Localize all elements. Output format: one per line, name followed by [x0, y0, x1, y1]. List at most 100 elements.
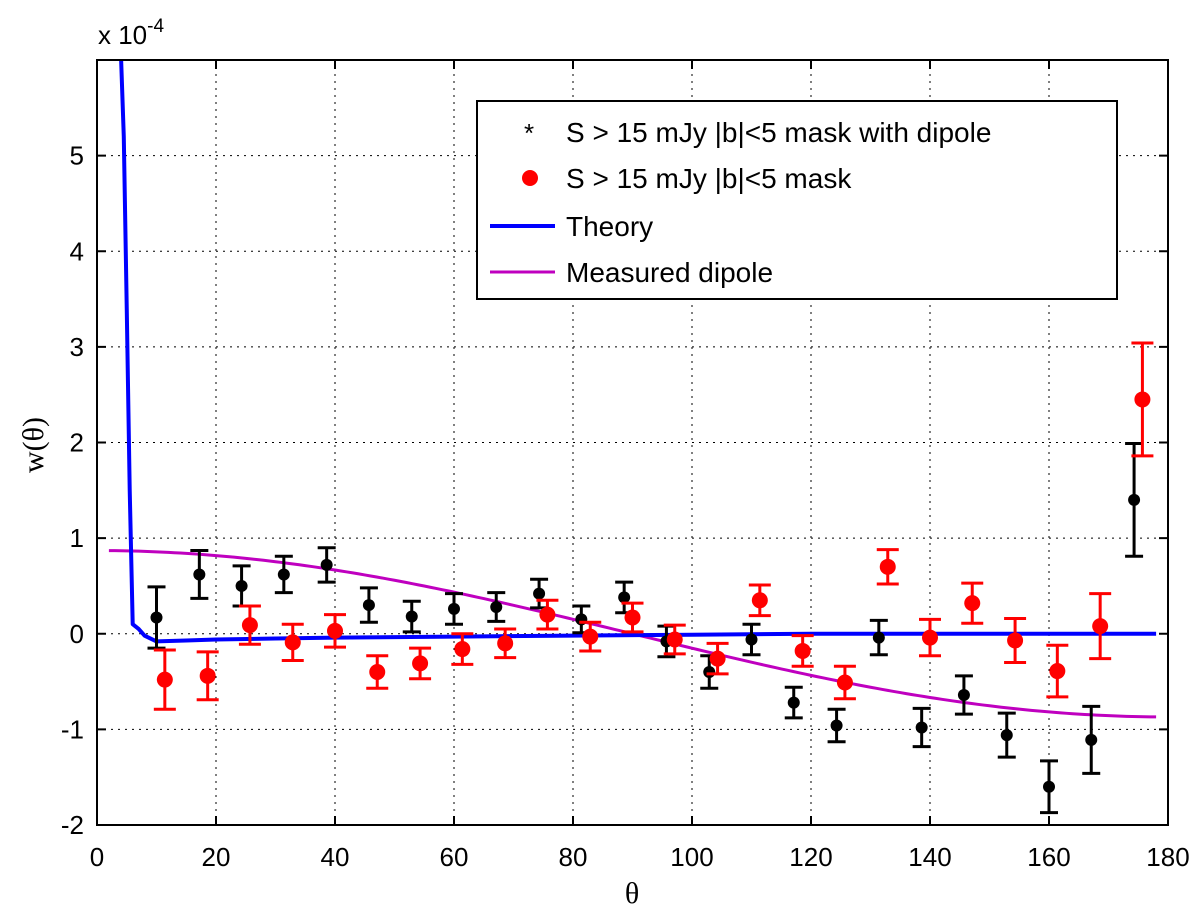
- black-marker: [448, 602, 460, 615]
- red-point: [919, 617, 941, 658]
- black-point: [402, 599, 421, 634]
- black-marker: [150, 611, 163, 624]
- black-marker: [618, 591, 631, 604]
- x-tick-label: 160: [1027, 842, 1070, 872]
- black-marker: [915, 721, 928, 734]
- y-tick-label: -2: [61, 810, 84, 840]
- red-marker: [1092, 618, 1109, 635]
- black-point: [1040, 759, 1058, 815]
- black-marker: [490, 600, 503, 613]
- red-marker: [454, 641, 471, 658]
- black-point: [1082, 704, 1101, 775]
- red-marker: [241, 617, 258, 634]
- legend-entry-with-dipole: * S > 15 mJy |b|<5 mask with dipole: [524, 117, 991, 148]
- black-point: [912, 706, 931, 749]
- red-marker: [666, 631, 683, 648]
- black-point: [827, 707, 846, 744]
- black-marker: [787, 696, 800, 709]
- y-exponent-base: x 10: [98, 20, 147, 50]
- black-point: [190, 549, 209, 600]
- legend-label-dipole: Measured dipole: [566, 257, 773, 288]
- plot-frame: [96, 59, 1169, 826]
- red-marker: [327, 622, 343, 639]
- y-exponent: x 10-4: [98, 16, 164, 50]
- red-point: [409, 646, 432, 681]
- red-marker: [751, 592, 768, 609]
- black-point: [232, 564, 251, 608]
- black-marker: [1000, 729, 1013, 742]
- black-point: [487, 591, 506, 623]
- red-point: [196, 650, 219, 702]
- black-marker: [1085, 733, 1098, 746]
- red-point: [579, 620, 602, 653]
- red-marker: [1134, 391, 1151, 408]
- legend-label-mask: S > 15 mJy |b|<5 mask: [566, 163, 852, 194]
- red-marker: [156, 671, 173, 688]
- black-point: [1125, 441, 1144, 558]
- legend-marker-red-dot: [522, 170, 538, 186]
- red-marker: [412, 655, 429, 672]
- black-marker: [277, 568, 290, 581]
- y-exponent-power: -4: [147, 16, 164, 37]
- red-point: [494, 627, 517, 660]
- black-marker: [745, 633, 758, 646]
- black-point: [274, 554, 293, 595]
- data-points: [147, 341, 1154, 815]
- red-marker: [836, 674, 853, 691]
- x-tick-label: 180: [1146, 842, 1189, 872]
- black-marker: [1128, 493, 1141, 506]
- red-marker: [199, 667, 216, 684]
- black-point: [742, 622, 761, 657]
- red-point: [1089, 592, 1112, 661]
- black-marker: [703, 666, 716, 678]
- red-point: [833, 664, 856, 701]
- red-point: [1046, 643, 1069, 699]
- red-marker: [964, 595, 981, 612]
- red-point: [706, 641, 729, 676]
- red-marker: [922, 629, 938, 646]
- red-point: [621, 601, 644, 634]
- legend-entry-dipole: Measured dipole: [490, 257, 773, 288]
- black-marker: [872, 631, 885, 644]
- black-marker: [830, 719, 843, 732]
- black-point: [700, 654, 719, 690]
- black-marker: [235, 579, 248, 592]
- red-point: [876, 548, 899, 586]
- red-marker: [497, 635, 514, 652]
- red-marker: [1049, 663, 1066, 680]
- y-tick-label: 5: [70, 141, 84, 171]
- y-tick-label: 4: [70, 236, 84, 266]
- x-axis-label: θ: [625, 877, 639, 910]
- red-marker: [539, 606, 556, 623]
- legend-entry-theory: Theory: [490, 211, 653, 242]
- red-point: [366, 654, 389, 690]
- red-point: [451, 632, 474, 666]
- black-point: [147, 585, 166, 650]
- black-marker: [193, 568, 206, 581]
- black-point: [530, 577, 549, 610]
- red-point: [1004, 616, 1027, 664]
- x-tick-label: 100: [670, 842, 713, 872]
- red-point: [663, 623, 686, 656]
- legend: * S > 15 mJy |b|<5 mask with dipole S > …: [476, 100, 1118, 300]
- red-point: [1131, 341, 1154, 458]
- y-tick-label: 3: [70, 332, 84, 362]
- black-marker: [533, 587, 546, 600]
- x-tick-label: 40: [321, 842, 350, 872]
- red-point: [238, 604, 261, 646]
- red-point: [536, 598, 559, 631]
- y-axis-label: w(θ): [17, 417, 50, 473]
- red-marker: [1007, 632, 1024, 649]
- black-point: [445, 592, 463, 626]
- y-tick-label: -1: [61, 714, 84, 744]
- x-tick-label: 20: [202, 842, 231, 872]
- red-marker: [709, 650, 726, 667]
- x-tick-label: 0: [90, 842, 104, 872]
- red-point: [281, 622, 304, 663]
- x-tick-label: 60: [440, 842, 469, 872]
- black-marker: [320, 558, 333, 571]
- red-marker: [624, 609, 641, 626]
- black-marker: [362, 599, 375, 612]
- x-tick-label: 80: [559, 842, 588, 872]
